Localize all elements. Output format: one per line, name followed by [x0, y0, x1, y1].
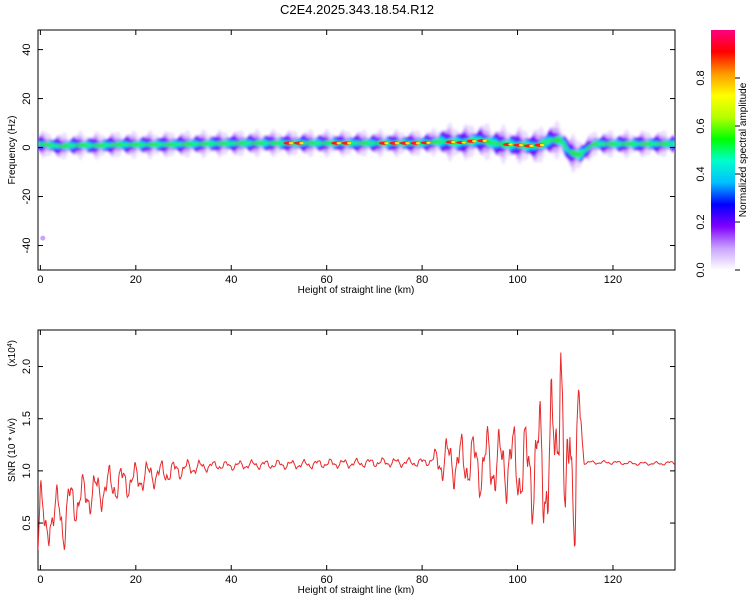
- x-tick-label: 100: [508, 574, 526, 586]
- spectrogram-x-ticks: 0 20 40 60 80 100 120: [37, 30, 622, 286]
- y-tick-label: 1.0: [21, 463, 33, 478]
- x-tick-label: 60: [321, 574, 333, 586]
- colorbar-tick-label: 0.6: [695, 118, 707, 133]
- snr-x-ticks: 0 20 40 60 80 100 120: [37, 330, 622, 586]
- spectrogram-heatmap: [38, 120, 675, 241]
- spectral-peak-core: [518, 143, 524, 147]
- spectral-peak-core: [336, 141, 341, 145]
- x-tick-label: 0: [37, 274, 43, 286]
- spectral-peak-core: [451, 140, 456, 144]
- y-tick-label: 20: [21, 92, 33, 104]
- colorbar-tick-label: 0.4: [695, 166, 707, 181]
- colorbar-tick-label: 0.8: [695, 70, 707, 85]
- colorbar-label: Normalized spectral amplitude: [738, 82, 749, 217]
- colorbar-gradient: [711, 30, 735, 270]
- x-tick-label: 40: [225, 274, 237, 286]
- spectrogram-panel: 0 20 40 60 80 100 120 -40 -20 0 20 40 Height of st…: [7, 29, 676, 296]
- colorbar-ticks: 0.0 0.2 0.4 0.6 0.8: [695, 70, 740, 278]
- band-layer: [38, 132, 675, 162]
- spectral-peak-core: [482, 139, 487, 142]
- band-layer: [38, 135, 675, 161]
- spectral-peak-core: [405, 141, 410, 145]
- x-tick-label: 60: [321, 274, 333, 286]
- y-tick-label: 40: [21, 43, 33, 55]
- spectral-peak-core: [415, 141, 421, 145]
- spectral-peaks: [283, 139, 545, 148]
- spectrogram-y-ticks: -40 -20 0 20 40: [21, 43, 675, 253]
- snr-panel: 0 20 40 60 80 100 120 0.5 1.0 1.5 2.0 Height of s…: [7, 329, 676, 596]
- spectrogram-y-label: Frequency (Hz): [7, 116, 18, 185]
- y-tick-label: 0: [21, 144, 33, 150]
- colorbar-tick-label: 0.2: [695, 214, 707, 229]
- x-tick-label: 80: [416, 274, 428, 286]
- spectral-peak-core: [472, 139, 477, 143]
- spectral-peak-core: [461, 141, 466, 144]
- spectral-peak-core: [288, 141, 294, 145]
- x-tick-label: 120: [604, 574, 622, 586]
- snr-series-line: [38, 352, 675, 551]
- snr-y-ticks: 0.5 1.0 1.5 2.0: [21, 359, 675, 531]
- y-tick-label: -20: [21, 189, 33, 205]
- colorbar-tick-label: 0.0: [695, 262, 707, 277]
- y-tick-label: 0.5: [21, 515, 33, 530]
- x-tick-label: 120: [604, 274, 622, 286]
- y-tick-label: 2.0: [21, 359, 33, 374]
- spectral-peak-core: [426, 141, 431, 144]
- snr-y-label: SNR (10 * v/v): [7, 418, 18, 482]
- spectral-peak-core: [529, 144, 534, 148]
- isolated-point: [40, 235, 46, 241]
- figure-title: C2E4.2025.343.18.54.R12: [280, 2, 434, 17]
- spectral-peak-core: [394, 141, 400, 145]
- snr-x-label: Height of straight line (km): [298, 585, 415, 596]
- colorbar: 0.0 0.2 0.4 0.6 0.8 Normalized spectral ampl…: [695, 30, 749, 278]
- y-tick-label: -40: [21, 238, 33, 254]
- snr-y-multiplier: (x104): [7, 340, 19, 367]
- spectral-peak-core: [539, 143, 545, 147]
- spectral-band: [38, 120, 675, 174]
- x-tick-label: 100: [508, 274, 526, 286]
- y-tick-label: 1.5: [21, 411, 33, 426]
- x-tick-label: 20: [130, 574, 142, 586]
- x-tick-label: 20: [130, 274, 142, 286]
- x-tick-label: 0: [37, 574, 43, 586]
- x-tick-label: 80: [416, 574, 428, 586]
- spectral-peak-core: [299, 141, 304, 145]
- spectrogram-x-label: Height of straight line (km): [298, 285, 415, 296]
- spectral-peak-core: [347, 141, 352, 145]
- x-tick-label: 40: [225, 574, 237, 586]
- snr-frame: [37, 329, 676, 571]
- spectral-peak-core: [508, 143, 513, 146]
- spectral-peak-core: [384, 141, 389, 145]
